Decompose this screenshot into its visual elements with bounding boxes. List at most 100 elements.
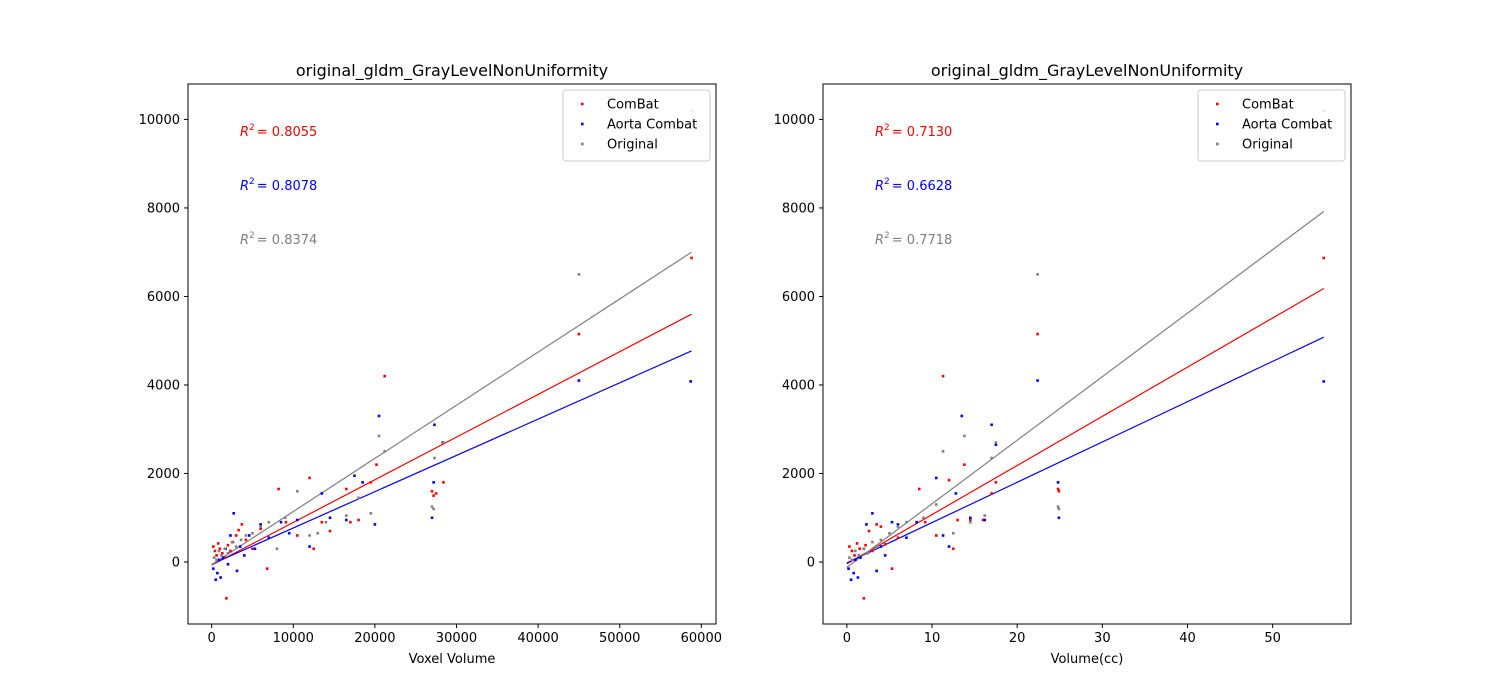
data-point xyxy=(857,554,861,557)
data-point xyxy=(994,441,998,444)
x-tick-label: 0 xyxy=(208,631,216,646)
series-combat xyxy=(848,256,1326,600)
series-combat xyxy=(211,256,693,600)
y-tick-label: 8000 xyxy=(147,201,180,216)
chart-title: original_gldm_GrayLevelNonUniformity xyxy=(931,61,1243,81)
data-point xyxy=(879,538,883,542)
data-point xyxy=(934,476,938,480)
legend-label: ComBat xyxy=(1242,98,1294,113)
data-point xyxy=(941,450,945,453)
data-point xyxy=(905,536,908,539)
series-original xyxy=(212,109,693,562)
data-point xyxy=(238,545,242,548)
data-point xyxy=(235,569,239,573)
data-point xyxy=(848,556,851,559)
data-point xyxy=(847,567,850,570)
data-point xyxy=(328,529,332,533)
data-point xyxy=(852,571,855,575)
data-point xyxy=(854,549,857,553)
fit-line-original xyxy=(211,251,692,566)
chart-panel-2: 0 10 20 30 40 50 0 2000 4000 6000 8000 10000 origina… xyxy=(774,61,1352,667)
data-point xyxy=(234,534,238,537)
data-point xyxy=(377,434,381,438)
data-point xyxy=(577,332,581,336)
data-point xyxy=(871,512,874,515)
data-point xyxy=(883,543,887,546)
data-point xyxy=(862,547,866,551)
data-point xyxy=(215,558,218,562)
legend-label: Aorta Combat xyxy=(1242,118,1332,133)
r-squared-annotation: R2 = 0.8374 xyxy=(240,231,317,248)
data-point xyxy=(849,578,853,582)
data-point xyxy=(225,597,228,600)
y-tick-label: 8000 xyxy=(782,201,815,216)
data-point xyxy=(215,554,218,557)
data-point xyxy=(934,503,938,506)
x-axis-label: Voxel Volume xyxy=(409,652,496,667)
x-tick-label: 50000 xyxy=(599,631,640,646)
data-point xyxy=(375,463,378,466)
r-squared-value: = 0.8078 xyxy=(257,179,318,194)
data-point xyxy=(963,463,966,466)
data-point xyxy=(244,534,248,537)
legend-box xyxy=(1197,89,1346,162)
data-point xyxy=(896,536,900,539)
x-tick-label: 20000 xyxy=(354,631,395,646)
data-point xyxy=(856,576,860,579)
data-point xyxy=(430,505,434,509)
data-point xyxy=(345,518,348,522)
data-point xyxy=(216,542,220,545)
data-point xyxy=(875,569,878,573)
data-point xyxy=(217,549,221,553)
data-point xyxy=(259,527,262,531)
data-point xyxy=(690,256,693,260)
r-exponent: 2 xyxy=(884,123,890,133)
legend-label: Original xyxy=(607,138,658,153)
data-point xyxy=(220,551,224,555)
data-point xyxy=(858,547,861,551)
data-point xyxy=(253,547,257,551)
data-point xyxy=(377,414,381,418)
data-point xyxy=(345,487,348,491)
data-point xyxy=(941,374,945,378)
data-point xyxy=(923,520,927,524)
data-point xyxy=(277,487,280,491)
legend-marker xyxy=(581,142,584,146)
r-squared-annotation: R2 = 0.7130 xyxy=(875,123,952,140)
data-point xyxy=(287,531,291,535)
data-point xyxy=(284,520,288,524)
y-tick-label: 10000 xyxy=(139,113,180,128)
r-symbol: R xyxy=(875,125,884,140)
data-point xyxy=(283,516,287,520)
data-point xyxy=(251,531,254,535)
r-exponent: 2 xyxy=(884,177,890,187)
data-point xyxy=(223,547,227,551)
data-point xyxy=(308,545,311,548)
r-symbol: R xyxy=(875,179,884,194)
y-tick-label: 4000 xyxy=(147,378,180,393)
data-point xyxy=(267,536,271,539)
data-point xyxy=(981,518,985,522)
legend-marker xyxy=(1216,142,1219,146)
data-point xyxy=(990,423,993,427)
data-point xyxy=(430,489,434,493)
data-point xyxy=(217,558,221,562)
data-point xyxy=(320,492,324,495)
data-point xyxy=(915,520,918,524)
x-tick-label: 60000 xyxy=(681,631,722,646)
data-point xyxy=(853,554,856,557)
data-point xyxy=(275,547,279,551)
data-point xyxy=(369,512,373,515)
data-point xyxy=(577,379,581,382)
data-point xyxy=(890,567,894,570)
r-squared-value: = 0.7718 xyxy=(892,233,953,248)
y-tick-label: 2000 xyxy=(782,467,815,482)
fit-line-combat xyxy=(846,287,1325,565)
legend-marker xyxy=(581,102,584,106)
data-point xyxy=(296,534,299,537)
data-point xyxy=(577,273,581,276)
data-point xyxy=(850,558,854,562)
data-point xyxy=(951,531,955,535)
data-point xyxy=(850,549,854,553)
r-exponent: 2 xyxy=(884,231,890,241)
